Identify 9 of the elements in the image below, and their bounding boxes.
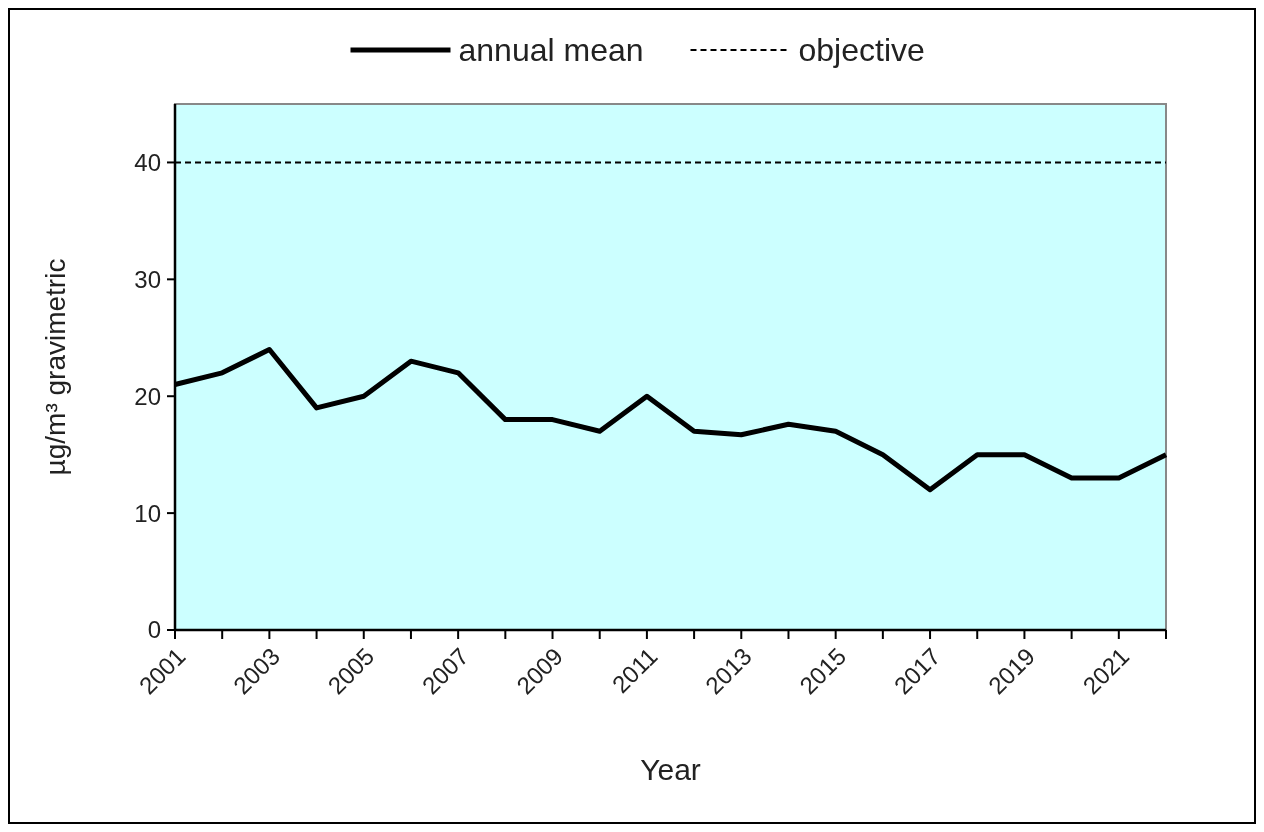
y-axis-title: µg/m³ gravimetric [40, 258, 71, 476]
y-tick-label: 10 [134, 499, 161, 527]
y-tick-label: 40 [134, 148, 161, 176]
legend-label: objective [798, 32, 925, 69]
y-tick-label: 30 [134, 265, 161, 293]
x-axis-title: Year [640, 753, 701, 786]
y-tick-label: 20 [134, 382, 161, 410]
y-tick-label: 0 [147, 616, 161, 644]
legend-label: annual mean [458, 32, 644, 69]
